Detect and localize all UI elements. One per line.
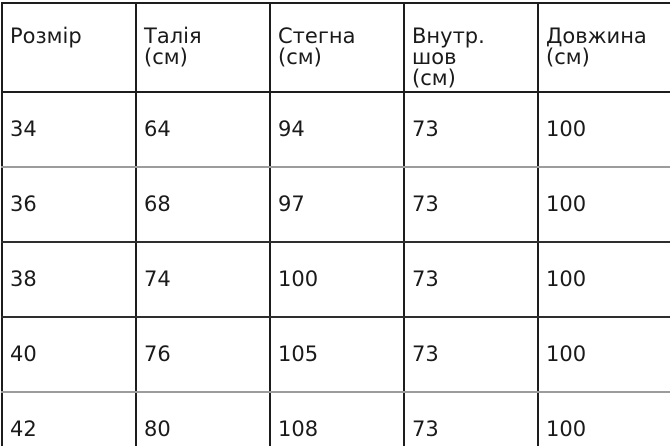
cell-length: 100 [537, 92, 670, 168]
header-cell-hips: Стегна (см) [269, 3, 404, 93]
cell-hips: 105 [269, 317, 404, 393]
header-cell-inner-seam: Внутр. шов (см) [403, 3, 538, 93]
cell-size: 38 [1, 242, 136, 318]
table-row-size-36: 36 68 97 73 100 [1, 167, 670, 243]
cell-waist: 80 [135, 392, 270, 446]
table-row-size-38: 38 74 100 73 100 [1, 242, 670, 318]
header-cell-size: Розмір [1, 3, 136, 93]
cell-length: 100 [537, 242, 670, 318]
table-row-size-40: 40 76 105 73 100 [1, 317, 670, 393]
cell-hips: 94 [269, 92, 404, 168]
table-row-size-34: 34 64 94 73 100 [1, 92, 670, 168]
cell-size: 36 [1, 167, 136, 243]
cell-length: 100 [537, 392, 670, 446]
cell-waist: 64 [135, 92, 270, 168]
cell-size: 34 [1, 92, 136, 168]
cell-waist: 74 [135, 242, 270, 318]
cell-inner-seam: 73 [403, 242, 538, 318]
cell-size: 40 [1, 317, 136, 393]
cell-length: 100 [537, 167, 670, 243]
cell-hips: 108 [269, 392, 404, 446]
cell-hips: 100 [269, 242, 404, 318]
cell-waist: 68 [135, 167, 270, 243]
cell-inner-seam: 73 [403, 392, 538, 446]
table-row-size-42: 42 80 108 73 100 [1, 392, 670, 446]
cell-inner-seam: 73 [403, 317, 538, 393]
cell-size: 42 [1, 392, 136, 446]
cell-inner-seam: 73 [403, 167, 538, 243]
header-cell-waist: Талія (см) [135, 3, 270, 93]
header-cell-length: Довжина (см) [537, 3, 670, 93]
cell-waist: 76 [135, 317, 270, 393]
cell-inner-seam: 73 [403, 92, 538, 168]
table-header-row: Розмір Талія (см) Стегна (см) Внутр. шов… [1, 3, 670, 93]
cell-hips: 97 [269, 167, 404, 243]
cell-length: 100 [537, 317, 670, 393]
